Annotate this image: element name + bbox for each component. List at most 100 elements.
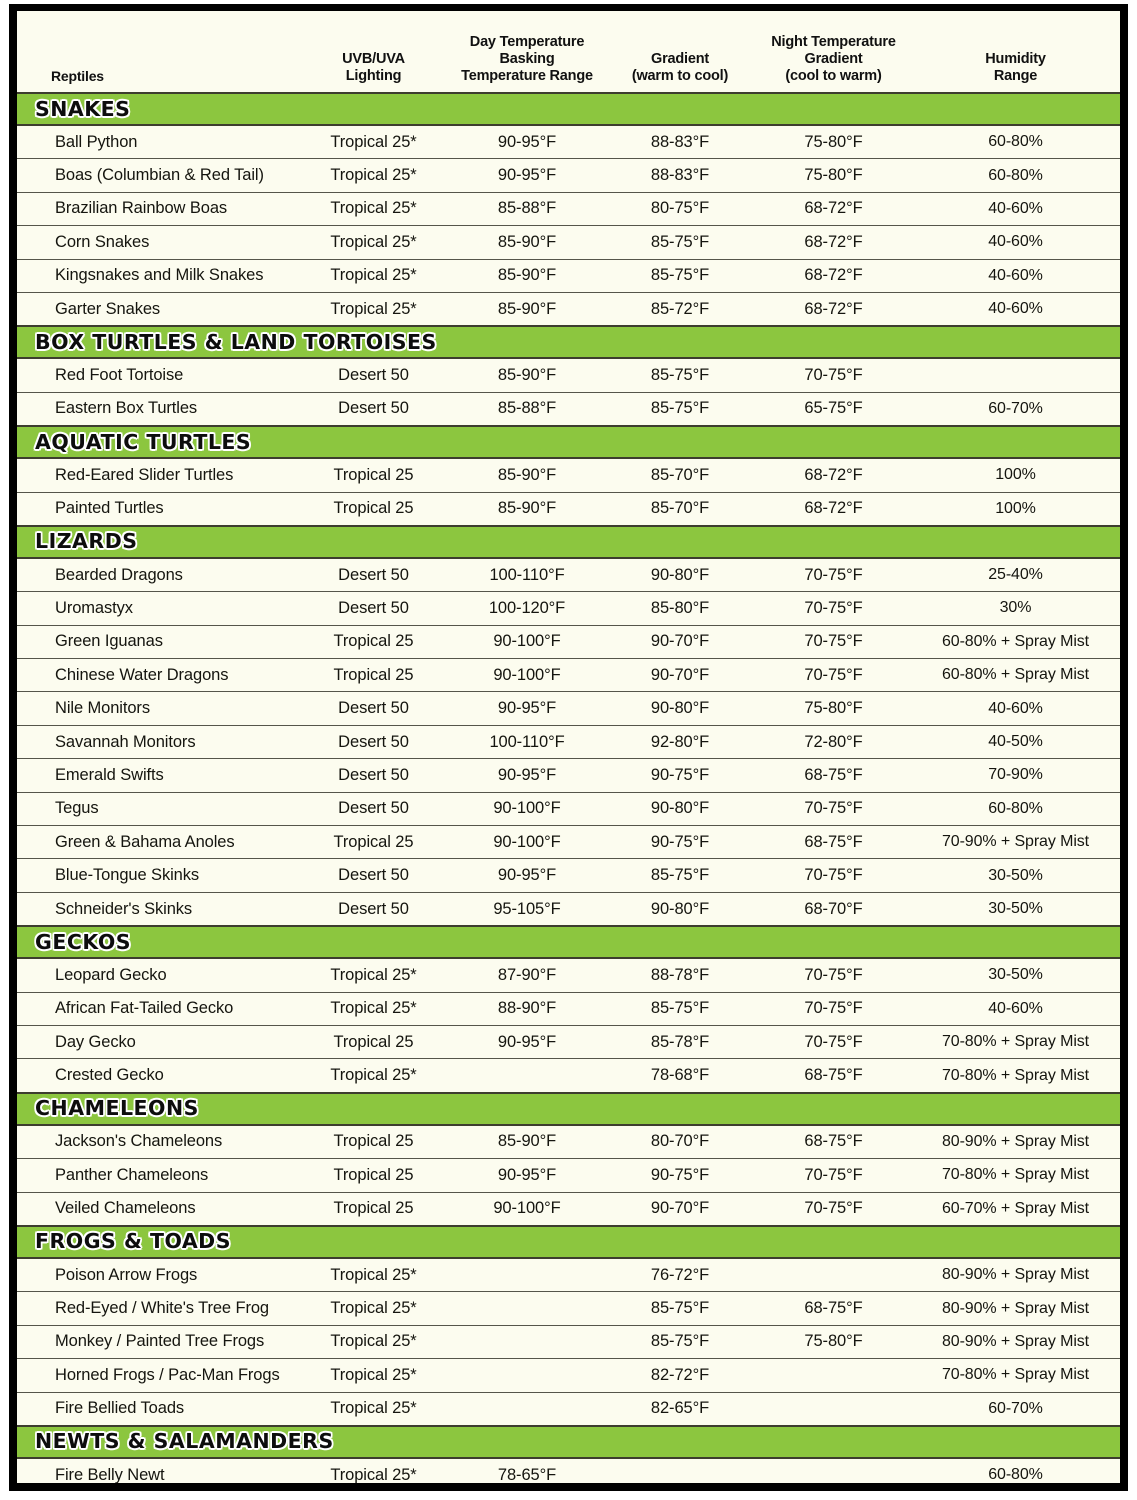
cell-humidity-range: 80-90% + Spray Mist (911, 1124, 1120, 1160)
cell-night-gradient: 70-75°F (756, 1025, 911, 1060)
cell-day-gradient: 82-65°F (604, 1392, 756, 1426)
cell-humidity-range: 40-50% (911, 725, 1120, 760)
humidity-line-1: Humidity (985, 50, 1046, 67)
cell-reptile-name: Kingsnakes and Milk Snakes (17, 259, 297, 293)
category-title: GECKOS (35, 929, 132, 954)
cell-day-basking-temp: 90-95°F (450, 1025, 604, 1060)
cell-humidity-range: 70-80% + Spray Mist (911, 1158, 1120, 1193)
column-header-reptiles: Reptiles (17, 11, 297, 93)
cell-uvb-lighting: Tropical 25 (297, 1192, 450, 1226)
cell-reptile-name: Veiled Chameleons (17, 1192, 297, 1226)
cell-day-gradient: 85-75°F (604, 992, 756, 1026)
day-line-3: Temperature Range (461, 67, 593, 84)
table-row: Day Gecko Tropical 25 90-95°F 85-78°F 70-75°… (17, 1025, 1120, 1060)
category-title: LIZARDS (35, 529, 138, 554)
cell-day-basking-temp: 78-65°F (450, 1457, 604, 1483)
cell-day-basking-temp: 90-100°F (450, 1192, 604, 1226)
cell-uvb-lighting: Tropical 25 (297, 458, 450, 493)
table-row: Uromastyx Desert 50 100-120°F 85-80°F 70-75°… (17, 591, 1120, 626)
cell-reptile-name: Green Iguanas (17, 625, 297, 660)
category-header-cell: LIZARDS (17, 524, 1120, 559)
table-row: Tegus Desert 50 90-100°F 90-80°F 70-75°F 60-8… (17, 792, 1120, 827)
uvb-line-2: Lighting (345, 67, 402, 84)
cell-reptile-name: Crested Gecko (17, 1058, 297, 1093)
table-row: Eastern Box Turtles Desert 50 85-88°F 85-75… (17, 392, 1120, 427)
cell-day-basking-temp: 100-110°F (450, 725, 604, 760)
humidity-line-2: Range (993, 67, 1038, 84)
cell-uvb-lighting: Tropical 25* (297, 158, 450, 193)
cell-night-gradient: 68-72°F (756, 458, 911, 493)
cell-humidity-range: 30-50% (911, 958, 1120, 993)
cell-reptile-name: Red-Eyed / White's Tree Frog (17, 1291, 297, 1326)
cell-night-gradient: 75-80°F (756, 691, 911, 726)
cell-day-basking-temp: 90-100°F (450, 792, 604, 827)
cell-humidity-range: 40-60% (911, 259, 1120, 293)
table-row: Leopard Gecko Tropical 25* 87-90°F 88-78°F 7… (17, 958, 1120, 993)
table-row: Red Foot Tortoise Desert 50 85-90°F 85-75°F… (17, 358, 1120, 393)
cell-day-basking-temp: 90-100°F (450, 658, 604, 693)
cell-day-basking-temp: 87-90°F (450, 958, 604, 993)
cell-humidity-range: 100% (911, 458, 1120, 493)
table-row: Fire Bellied Toads Tropical 25* 82-65°F 60-… (17, 1392, 1120, 1426)
cell-reptile-name: Monkey / Painted Tree Frogs (17, 1325, 297, 1360)
table-row: Veiled Chameleons Tropical 25 90-100°F 90-7… (17, 1192, 1120, 1226)
cell-uvb-lighting: Tropical 25* (297, 1457, 450, 1483)
cell-humidity-range (911, 358, 1120, 393)
cell-day-gradient: 92-80°F (604, 725, 756, 760)
cell-humidity-range: 80-90% + Spray Mist (911, 1325, 1120, 1360)
cell-reptile-name: Ball Python (17, 125, 297, 160)
night-line-2: Gradient (804, 50, 863, 67)
night-line-1: Night Temperature (771, 33, 896, 50)
cell-uvb-lighting: Tropical 25* (297, 1325, 450, 1360)
day-line-1: Day Temperature (469, 33, 585, 50)
column-header-humidity-range: Humidity Range (911, 11, 1120, 93)
category-header-row: GECKOS (17, 925, 1120, 960)
cell-day-basking-temp: 90-95°F (450, 758, 604, 793)
cell-humidity-range: 70-80% + Spray Mist (911, 1358, 1120, 1393)
cell-humidity-range: 40-60% (911, 225, 1120, 260)
cell-night-gradient (756, 1358, 911, 1393)
cell-reptile-name: Blue-Tongue Skinks (17, 858, 297, 893)
cell-night-gradient (756, 1257, 911, 1293)
cell-uvb-lighting: Desert 50 (297, 557, 450, 593)
cell-day-gradient: 78-68°F (604, 1058, 756, 1093)
cell-reptile-name: Brazilian Rainbow Boas (17, 192, 297, 227)
cell-humidity-range: 60-80% (911, 792, 1120, 827)
cell-uvb-lighting: Tropical 25* (297, 1392, 450, 1426)
table-row: Red-Eyed / White's Tree Frog Tropical 25*… (17, 1291, 1120, 1326)
cell-day-gradient: 85-70°F (604, 458, 756, 493)
column-header-day-temperature: Day Temperature Basking Temperature Rang… (450, 11, 604, 93)
cell-day-basking-temp: 85-88°F (450, 192, 604, 227)
cell-day-gradient: 80-75°F (604, 192, 756, 227)
cell-reptile-name: Emerald Swifts (17, 758, 297, 793)
category-header-cell: GECKOS (17, 925, 1120, 960)
category-title: NEWTS & SALAMANDERS (35, 1429, 334, 1454)
cell-night-gradient (756, 1392, 911, 1426)
cell-day-basking-temp (450, 1325, 604, 1360)
cell-uvb-lighting: Desert 50 (297, 858, 450, 893)
column-header-gradient: Gradient (warm to cool) (604, 11, 756, 93)
cell-day-basking-temp: 90-95°F (450, 1158, 604, 1193)
cell-day-basking-temp: 88-90°F (450, 992, 604, 1026)
table-row: Kingsnakes and Milk Snakes Tropical 25* 85… (17, 259, 1120, 293)
cell-uvb-lighting: Tropical 25 (297, 1124, 450, 1160)
cell-humidity-range: 40-60% (911, 292, 1120, 327)
cell-day-gradient: 82-72°F (604, 1358, 756, 1393)
cell-day-gradient (604, 1457, 756, 1483)
cell-day-gradient: 85-80°F (604, 591, 756, 626)
cell-day-gradient: 90-75°F (604, 1158, 756, 1193)
cell-day-gradient: 85-75°F (604, 392, 756, 427)
cell-night-gradient: 68-72°F (756, 492, 911, 526)
category-title: BOX TURTLES & LAND TORTOISES (35, 329, 437, 354)
cell-humidity-range: 60-80% (911, 125, 1120, 160)
cell-night-gradient: 75-80°F (756, 125, 911, 160)
cell-night-gradient: 68-75°F (756, 758, 911, 793)
cell-night-gradient: 68-75°F (756, 825, 911, 860)
gradient-line-1: Gradient (650, 50, 710, 67)
cell-night-gradient: 70-75°F (756, 792, 911, 827)
cell-day-gradient: 80-70°F (604, 1124, 756, 1160)
cell-night-gradient: 70-75°F (756, 557, 911, 593)
cell-night-gradient: 70-75°F (756, 958, 911, 993)
category-header-cell: NEWTS & SALAMANDERS (17, 1424, 1120, 1459)
cell-reptile-name: Poison Arrow Frogs (17, 1257, 297, 1293)
